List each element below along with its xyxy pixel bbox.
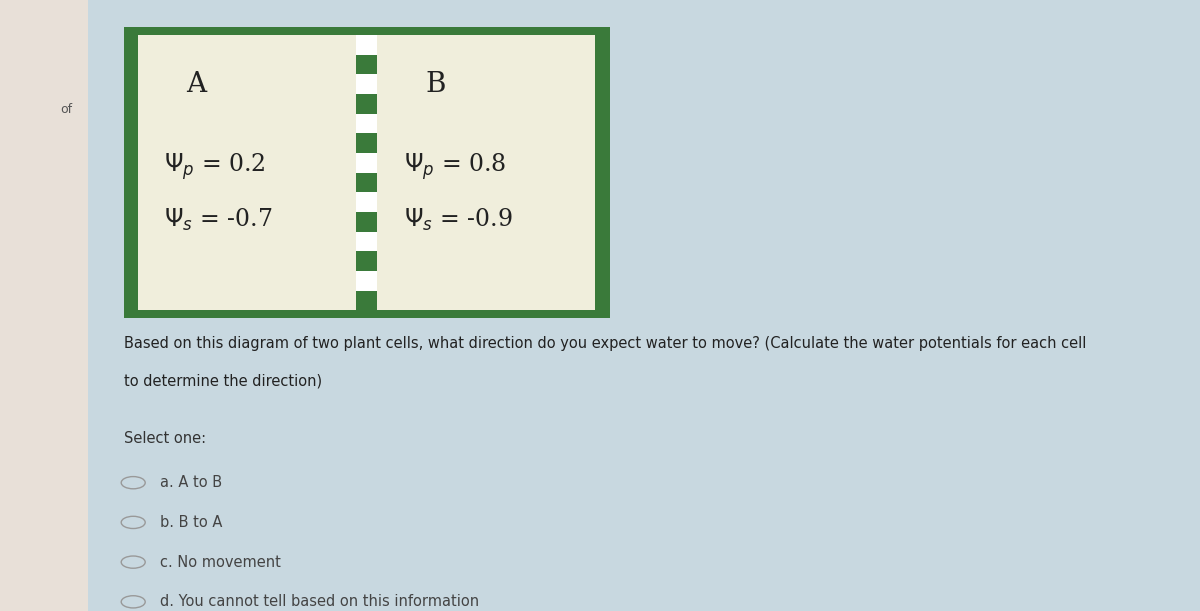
Text: $\Psi_p$ = 0.2: $\Psi_p$ = 0.2 bbox=[164, 152, 265, 183]
Bar bbox=[355, 172, 377, 192]
Bar bbox=[138, 35, 355, 310]
Bar bbox=[355, 74, 377, 94]
Bar bbox=[355, 35, 377, 54]
Bar bbox=[355, 291, 377, 310]
Text: d. You cannot tell based on this information: d. You cannot tell based on this informa… bbox=[160, 595, 479, 609]
Text: of: of bbox=[60, 103, 72, 117]
Text: b. B to A: b. B to A bbox=[160, 515, 222, 530]
Bar bbox=[355, 133, 377, 153]
Bar bbox=[355, 114, 377, 133]
Bar bbox=[377, 35, 595, 310]
Text: $\Psi_s$ = -0.7: $\Psi_s$ = -0.7 bbox=[164, 207, 272, 233]
Text: Based on this diagram of two plant cells, what direction do you expect water to : Based on this diagram of two plant cells… bbox=[124, 336, 1086, 351]
Text: $\Psi_p$ = 0.8: $\Psi_p$ = 0.8 bbox=[403, 152, 505, 183]
Bar bbox=[355, 232, 377, 251]
Bar bbox=[355, 251, 377, 271]
Text: a. A to B: a. A to B bbox=[160, 475, 222, 490]
Text: B: B bbox=[425, 71, 446, 98]
Text: Select one:: Select one: bbox=[124, 431, 205, 446]
Bar bbox=[355, 153, 377, 172]
Text: c. No movement: c. No movement bbox=[160, 555, 281, 569]
Bar bbox=[355, 271, 377, 291]
Bar bbox=[0, 0, 88, 611]
Bar bbox=[355, 192, 377, 212]
Bar bbox=[124, 27, 610, 318]
Text: $\Psi_s$ = -0.9: $\Psi_s$ = -0.9 bbox=[403, 207, 512, 233]
Text: to determine the direction): to determine the direction) bbox=[124, 374, 322, 389]
Bar bbox=[355, 212, 377, 232]
Text: A: A bbox=[186, 71, 206, 98]
Bar bbox=[355, 54, 377, 74]
Bar bbox=[355, 94, 377, 114]
